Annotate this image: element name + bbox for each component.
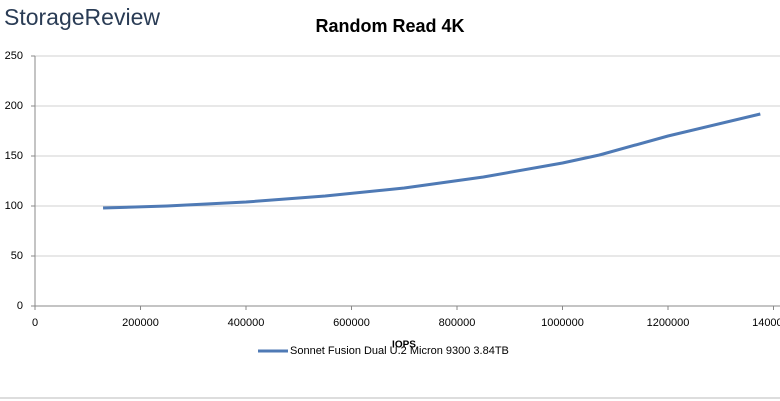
y-tick-label: 150	[5, 150, 23, 162]
y-tick-label: 50	[11, 250, 23, 262]
x-tick-label: 800000	[439, 317, 476, 329]
x-tick-label: 1200000	[647, 317, 690, 329]
x-tick-label: 200000	[122, 317, 159, 329]
line-series	[103, 112, 761, 210]
y-tick-label: 0	[17, 300, 23, 312]
logo: StorageReview	[4, 4, 160, 30]
y-tick-label: 100	[5, 200, 23, 212]
y-tick-label: 200	[5, 100, 23, 112]
x-tick-label: 0	[32, 317, 38, 329]
chart-title: Random Read 4K	[315, 16, 464, 36]
y-tick-label: 250	[5, 50, 23, 62]
x-tick-label: 400000	[228, 317, 265, 329]
x-axis-label: IOPS	[392, 340, 416, 351]
x-tick-label: 1400000	[752, 317, 780, 329]
x-tick-label: 600000	[333, 317, 370, 329]
x-tick-label: 1000000	[541, 317, 584, 329]
legend-label: Sonnet Fusion Dual U.2 Micron 9300 3.84T…	[290, 345, 509, 357]
